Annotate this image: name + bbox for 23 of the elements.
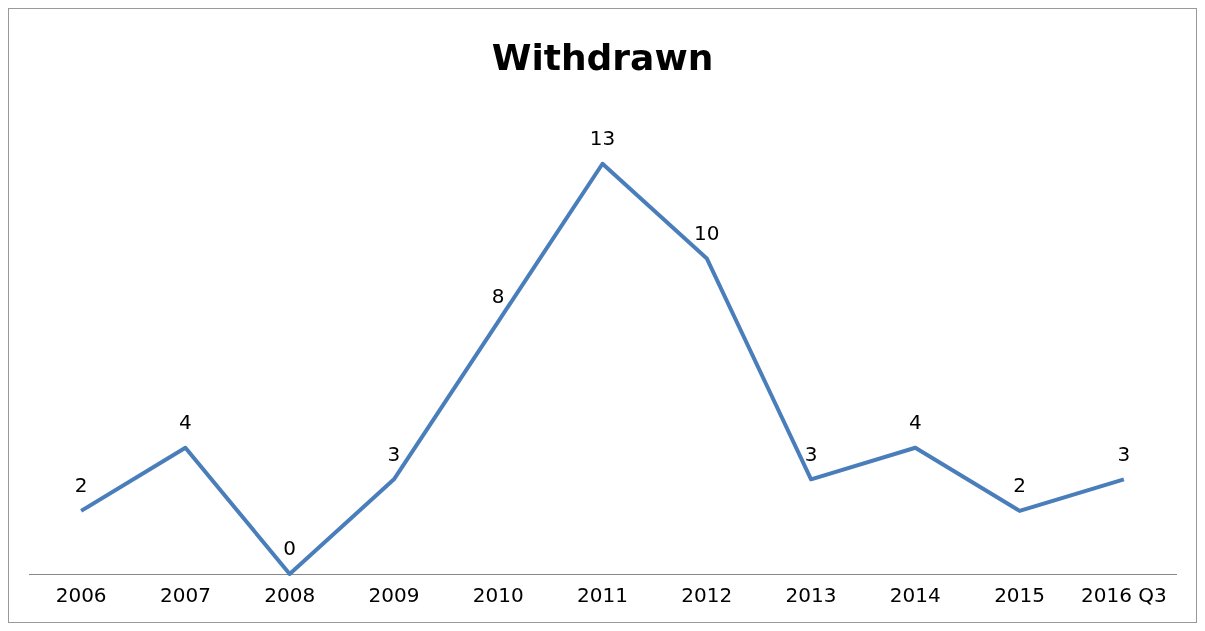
data-label: 4	[908, 409, 922, 434]
x-tick-label: 2006	[55, 583, 107, 608]
x-tick-label: 2015	[994, 583, 1046, 608]
x-tick-label: 2010	[472, 583, 524, 608]
data-label: 4	[179, 409, 192, 434]
chart-title: Withdrawn	[491, 36, 714, 78]
data-label: 8	[491, 283, 505, 308]
x-tick-label: 2008	[264, 583, 316, 608]
x-tick-label: 2016 Q3	[1081, 583, 1167, 608]
x-tick-label: 2012	[681, 583, 733, 608]
x-tick-label: 2013	[785, 583, 837, 608]
data-label: 3	[387, 441, 401, 466]
x-tick-label: 2007	[159, 583, 211, 608]
data-label: 2	[74, 473, 88, 498]
data-label: 3	[1117, 441, 1131, 466]
data-label: 0	[283, 536, 297, 561]
x-tick-label: 2009	[368, 583, 420, 608]
data-label: 10	[694, 220, 720, 245]
data-label: 13	[589, 125, 616, 150]
x-tick-label: 2011	[577, 583, 628, 608]
x-tick-label: 2014	[889, 583, 941, 608]
data-label: 2	[1013, 473, 1026, 498]
data-label: 3	[804, 441, 818, 466]
